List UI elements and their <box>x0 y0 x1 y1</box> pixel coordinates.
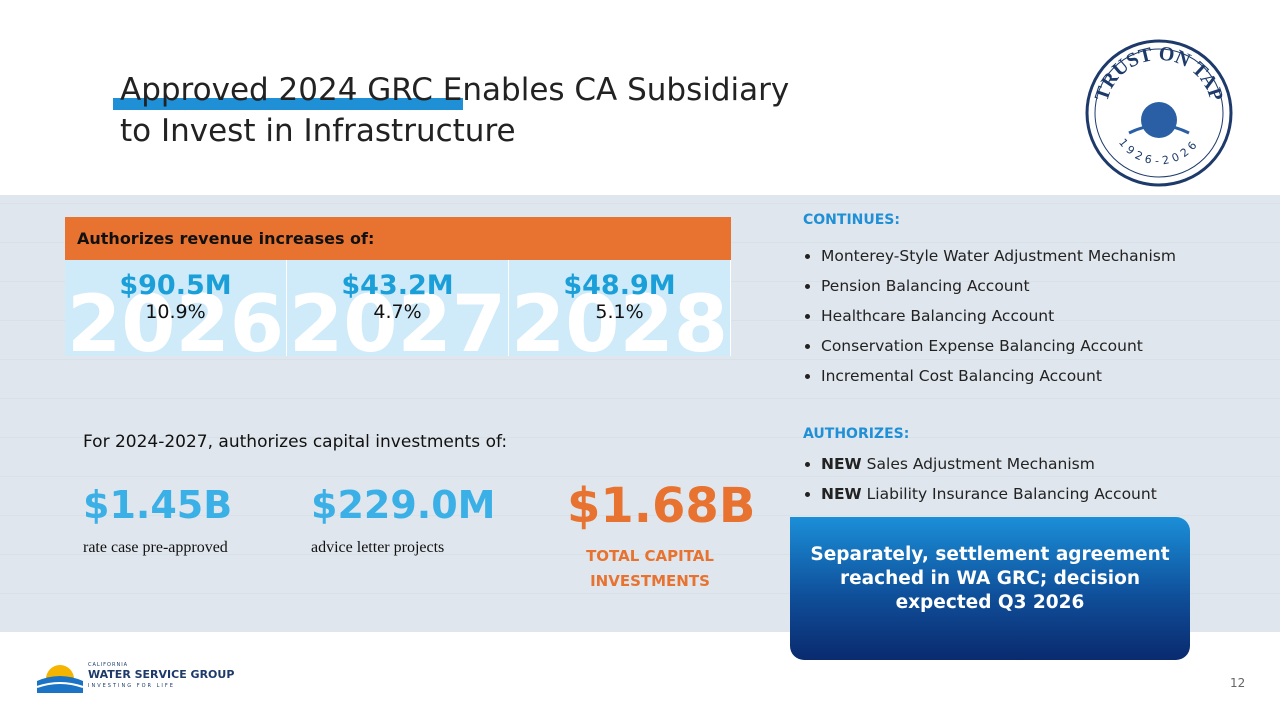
year-watermark: 2027 <box>288 280 507 356</box>
capital-label: advice letter projects <box>311 539 445 556</box>
list-item: Pension Balancing Account <box>821 275 1191 298</box>
total-label: TOTAL CAPITAL INVESTMENTS <box>586 547 714 590</box>
table-header: Authorizes revenue increases of: <box>65 217 731 260</box>
list-item: Conservation Expense Balancing Account <box>821 335 1191 358</box>
item-text: Liability Insurance Balancing Account <box>866 485 1157 503</box>
revenue-percent: 10.9% <box>145 301 206 323</box>
revenue-cell: 2027 $43.2M 4.7% <box>287 260 509 356</box>
revenue-table: Authorizes revenue increases of: 2026 $90… <box>65 217 731 356</box>
continues-list: Monterey-Style Water Adjustment Mechanis… <box>803 245 1191 395</box>
list-item: Monterey-Style Water Adjustment Mechanis… <box>821 245 1191 268</box>
year-watermark: 2026 <box>66 280 285 356</box>
logo-top: CALIFORNIA <box>88 662 129 668</box>
revenue-amount: $48.9M <box>563 270 676 301</box>
revenue-cell: 2028 $48.9M 5.1% <box>509 260 731 356</box>
revenue-amount: $90.5M <box>119 270 232 301</box>
revenue-percent: 4.7% <box>373 301 422 323</box>
callout: Separately, settlement agreement reached… <box>790 517 1190 660</box>
capital-amount: $1.45B <box>83 483 233 527</box>
revenue-percent: 5.1% <box>595 301 644 323</box>
total-amount: $1.68B <box>567 478 756 534</box>
capital-label: rate case pre-approved <box>83 539 228 556</box>
revenue-cell: 2026 $90.5M 10.9% <box>65 260 287 356</box>
capital-amount: $229.0M <box>311 483 496 527</box>
list-item: Incremental Cost Balancing Account <box>821 365 1191 388</box>
title-line: to Invest in Infrastructure <box>120 113 516 149</box>
year-watermark: 2028 <box>510 280 729 356</box>
logo-name: WATER SERVICE GROUP <box>88 668 235 681</box>
capital-intro: For 2024-2027, authorizes capital invest… <box>83 432 508 452</box>
section-heading: CONTINUES: <box>803 212 900 228</box>
item-text: Sales Adjustment Mechanism <box>866 455 1095 473</box>
logo-mark <box>36 665 84 693</box>
title-line: Approved 2024 GRC Enables CA Subsidiary <box>120 72 790 108</box>
section-heading: AUTHORIZES: <box>803 426 910 442</box>
item-emphasis: NEW <box>821 455 862 473</box>
revenue-amount: $43.2M <box>341 270 454 301</box>
logo-tagline: INVESTING FOR LIFE <box>88 683 175 689</box>
title-underline <box>113 98 463 110</box>
badge: TRUST ON TAP 1926-2026 <box>1085 39 1233 187</box>
list-item: Healthcare Balancing Account <box>821 305 1191 328</box>
page-number: 12 <box>1230 676 1246 690</box>
item-emphasis: NEW <box>821 485 862 503</box>
